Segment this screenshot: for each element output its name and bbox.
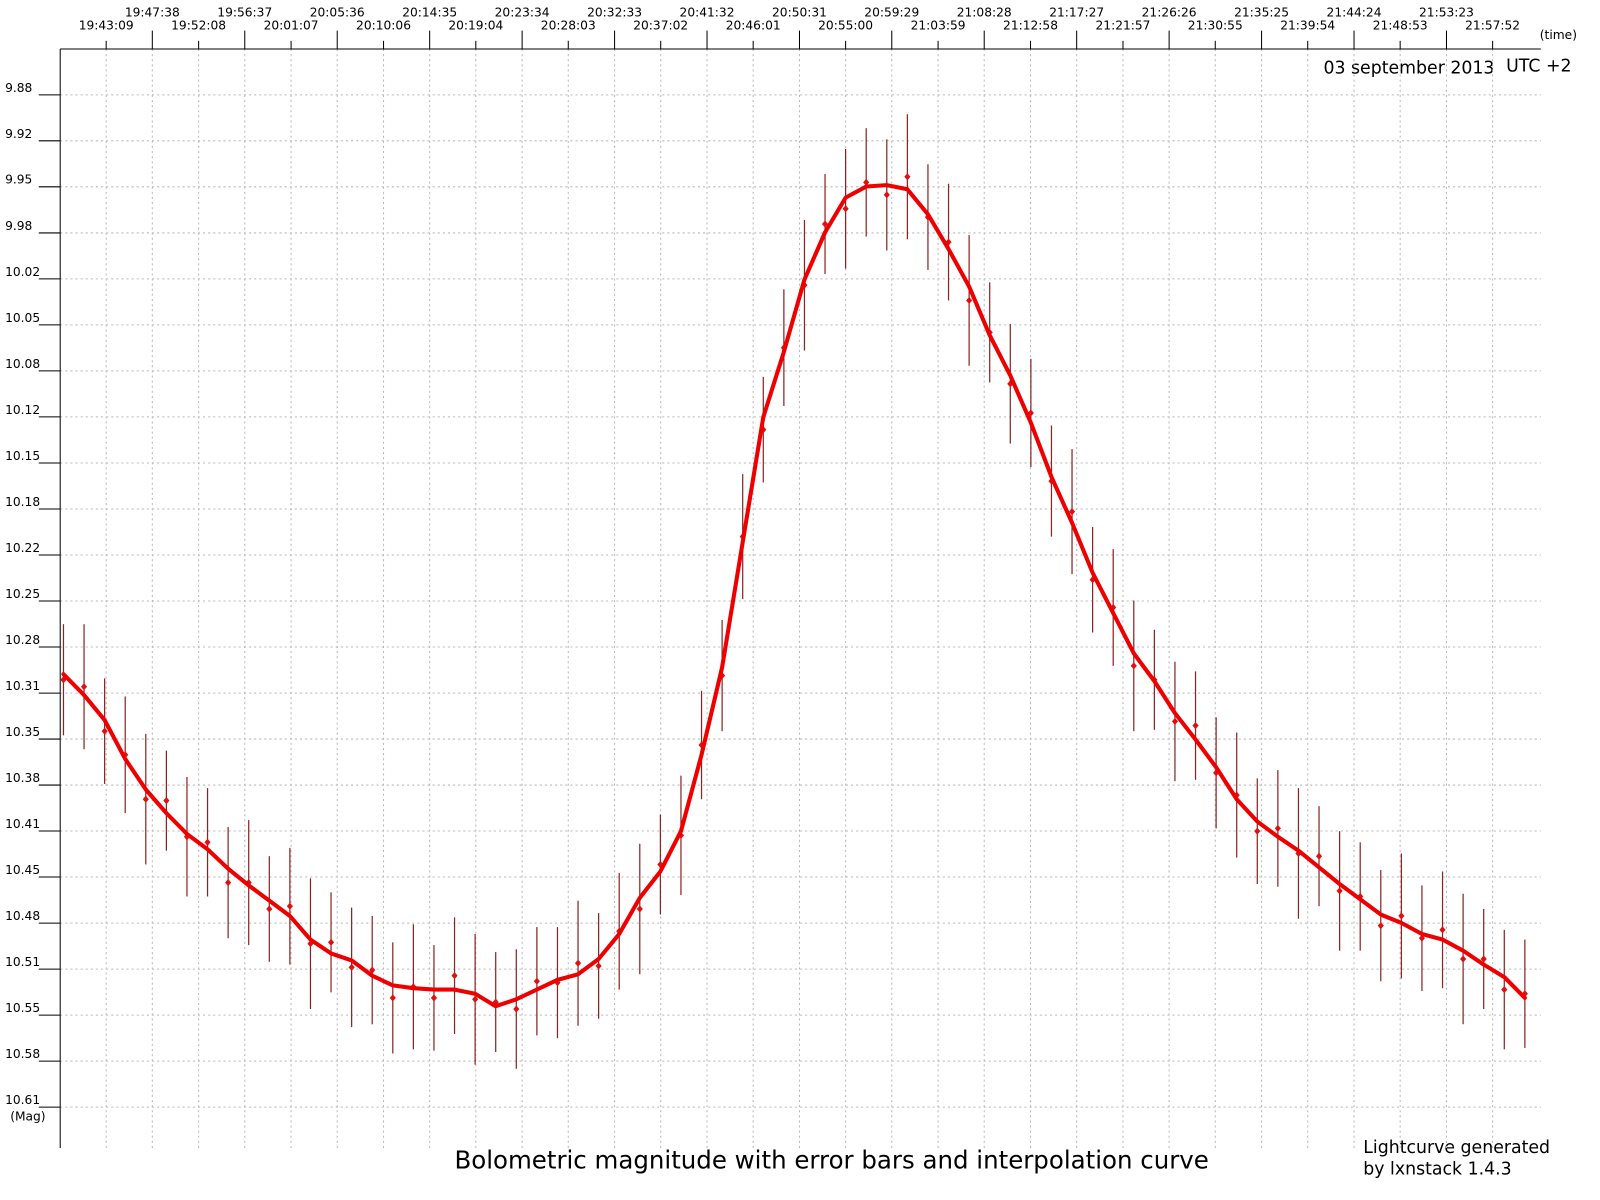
x-axis-label: (time) [1540,28,1577,42]
y-tick-label: 10.35 [5,725,40,739]
x-tick-label: 20:14:35 [402,5,457,19]
y-tick-label: 10.61 [5,1093,40,1107]
data-point [286,902,293,910]
data-point [1460,955,1467,963]
x-tick-label: 20:28:03 [541,19,596,33]
data-point [1377,922,1384,930]
y-tick-label: 9.92 [5,127,32,141]
x-tick-label: 20:10:06 [356,19,411,33]
data-point [636,905,643,913]
x-tick-label: 20:37:02 [633,19,688,33]
y-tick-label: 10.15 [5,449,40,463]
x-tick-label: 21:08:28 [957,5,1012,19]
data-point [513,1005,520,1013]
data-point [1501,986,1508,994]
x-tick-label: 20:23:34 [495,5,550,19]
x-tick-label: 21:35:25 [1234,5,1289,19]
x-tick-label: 20:46:01 [726,19,781,33]
x-tick-label: 20:55:00 [818,19,873,33]
note-line: Lightcurve generated [1363,1138,1550,1158]
x-tick-label: 19:43:09 [79,19,134,33]
x-tick-label: 21:30:55 [1188,19,1243,33]
x-tick-label: 21:57:52 [1465,19,1520,33]
x-tick-label: 20:32:33 [587,5,642,19]
data-point [1254,827,1261,835]
data-point [1336,887,1343,895]
y-tick-label: 10.51 [5,955,40,969]
y-tick-label: 9.98 [5,219,32,233]
y-axis-label: (Mag) [10,1109,45,1123]
x-tick-label: 21:17:27 [1049,5,1104,19]
y-tick-label: 9.88 [5,81,32,95]
y-tick-label: 10.18 [5,495,40,509]
note-line: by lxnstack 1.4.3 [1363,1159,1511,1179]
y-tick-label: 10.28 [5,633,40,647]
y-tick-label: 10.05 [5,311,40,325]
y-tick-label: 10.22 [5,541,40,555]
date-label: 03 september 2013 [1323,58,1494,78]
y-tick-label: 10.38 [5,771,40,785]
data-point [1480,955,1487,963]
data-point [574,959,582,967]
data-point [1274,824,1281,832]
x-tick-label: 20:19:04 [448,19,503,33]
data-point [1315,852,1323,860]
y-tick-label: 10.55 [5,1001,40,1015]
y-tick-label: 10.12 [5,403,40,417]
y-tick-label: 10.25 [5,587,40,601]
x-tick-label: 21:48:53 [1373,19,1428,33]
x-tick-label: 19:56:37 [217,5,272,19]
y-tick-label: 10.41 [5,817,40,831]
x-tick-label: 19:47:38 [125,5,180,19]
y-tick-label: 10.48 [5,909,40,923]
x-tick-label: 20:50:31 [772,5,827,19]
x-tick-label: 20:01:07 [264,19,319,33]
x-tick-label: 21:53:23 [1419,5,1474,19]
y-tick-label: 10.45 [5,863,40,877]
y-tick-label: 10.02 [5,265,40,279]
data-point [1439,926,1446,934]
y-tick-label: 10.08 [5,357,40,371]
x-tick-label: 21:21:57 [1096,19,1151,33]
data-point [101,727,108,735]
data-point [451,972,458,980]
interpolation-curve [61,183,1527,1009]
chart-title: Bolometric magnitude with error bars and… [454,1145,1208,1174]
timezone-label: UTC +2 [1506,56,1571,76]
x-tick-label: 21:44:24 [1327,5,1382,19]
x-tick-label: 21:12:58 [1003,19,1058,33]
data-point [1192,722,1199,730]
y-tick-label: 9.95 [5,173,32,187]
data-point [472,995,479,1003]
data-point [369,966,376,974]
data-point [225,879,232,887]
x-tick-label: 21:03:59 [911,19,966,33]
x-tick-label: 21:39:54 [1280,19,1335,33]
x-tick-label: 20:41:32 [680,5,735,19]
y-tick-label: 10.58 [5,1047,40,1061]
x-tick-label: 20:59:29 [864,5,919,19]
data-point [348,963,355,971]
y-tick-label: 10.31 [5,679,40,693]
x-tick-label: 19:52:08 [171,19,226,33]
x-tick-label: 21:26:26 [1142,5,1197,19]
x-tick-label: 20:05:36 [310,5,365,19]
